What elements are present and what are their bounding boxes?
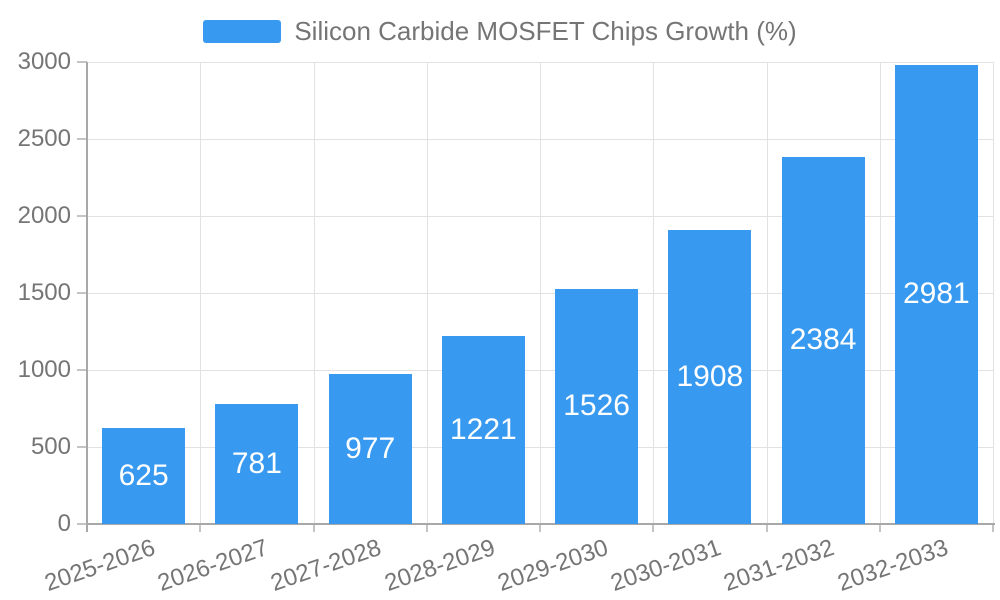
- bar[interactable]: [102, 427, 186, 524]
- gridline-vertical: [653, 62, 655, 524]
- y-axis-tick: [77, 215, 87, 217]
- x-axis-category-label: 2025-2026: [41, 534, 159, 597]
- gridline-vertical: [766, 62, 768, 524]
- x-axis-category-label: 2026-2027: [154, 534, 272, 597]
- y-axis-tick-label: 1000: [17, 356, 71, 383]
- gridline-vertical: [426, 62, 428, 524]
- x-axis-tick: [425, 524, 428, 532]
- x-axis-tick: [992, 524, 994, 532]
- legend-label: Silicon Carbide MOSFET Chips Growth (%): [294, 15, 797, 46]
- gridline-vertical: [200, 62, 202, 524]
- x-axis-tick: [878, 524, 881, 532]
- y-axis-tick-label: 2000: [17, 202, 71, 229]
- y-axis-tick: [77, 292, 87, 294]
- bar[interactable]: [215, 403, 299, 524]
- x-axis-category-label: 2029-2030: [494, 534, 612, 597]
- gridline-vertical: [540, 62, 541, 524]
- legend-swatch: [203, 19, 282, 43]
- legend-item[interactable]: Silicon Carbide MOSFET Chips Growth (%): [0, 14, 1000, 48]
- x-axis-category-label: 2027-2028: [267, 534, 385, 597]
- y-axis-tick: [77, 523, 87, 525]
- x-axis-tick: [199, 524, 202, 532]
- x-axis-tick: [312, 524, 315, 532]
- y-axis-tick: [77, 138, 87, 140]
- x-axis-tick: [765, 524, 768, 532]
- gridline-vertical: [879, 62, 881, 524]
- x-axis-line: [86, 523, 995, 525]
- bar[interactable]: [894, 64, 978, 524]
- gridline-vertical: [993, 62, 994, 524]
- y-axis-tick-label: 500: [30, 433, 71, 460]
- y-axis-tick-label: 0: [57, 510, 71, 537]
- x-axis-category-label: 2028-2029: [380, 534, 499, 597]
- x-axis-category-label: 2030-2031: [607, 534, 725, 597]
- gridline-vertical: [313, 62, 315, 524]
- y-axis-tick: [77, 61, 87, 63]
- bar[interactable]: [328, 373, 412, 524]
- y-axis-tick-label: 1500: [17, 279, 71, 306]
- y-axis-tick-label: 3000: [17, 48, 71, 75]
- bar[interactable]: [555, 288, 639, 524]
- y-axis-line: [86, 62, 88, 532]
- y-axis-tick: [77, 446, 87, 448]
- x-axis-category-label: 2031-2032: [720, 534, 838, 597]
- bar[interactable]: [668, 230, 752, 524]
- x-axis-tick: [539, 524, 541, 532]
- x-axis-category-label: 2032-2033: [833, 534, 952, 597]
- y-axis-tick: [77, 369, 87, 371]
- y-axis-tick-label: 2500: [17, 125, 71, 152]
- x-axis-tick: [652, 524, 655, 532]
- bar[interactable]: [441, 335, 525, 524]
- bar[interactable]: [781, 156, 865, 524]
